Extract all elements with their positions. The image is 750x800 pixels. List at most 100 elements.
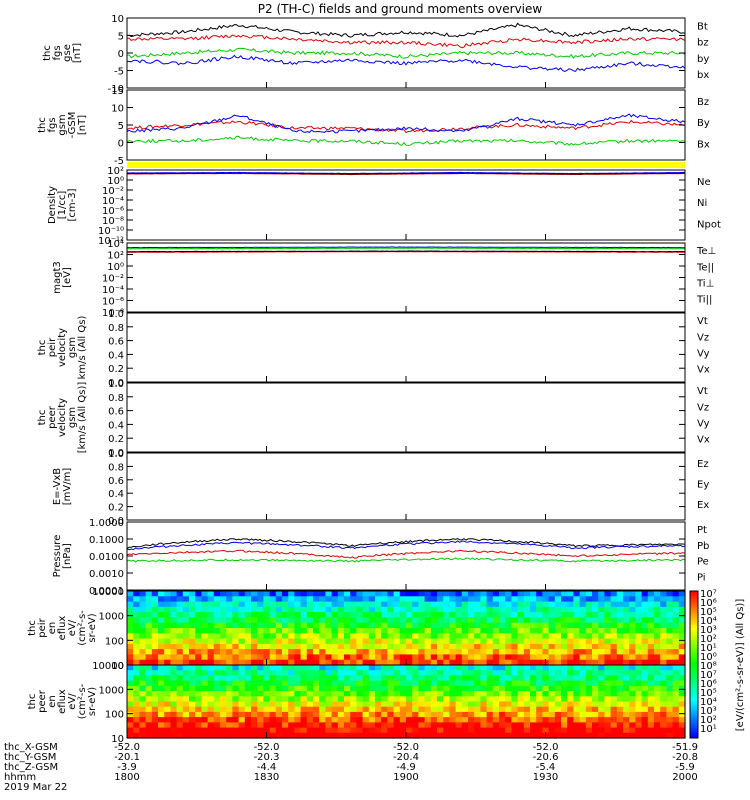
spectrogram-cell (629, 691, 636, 697)
spectrogram-cell (344, 628, 351, 634)
spectrogram-cell (232, 711, 240, 718)
spectrogram-cell (195, 654, 202, 661)
spectrogram-cell (623, 727, 630, 734)
spectrogram-cell (182, 717, 190, 723)
spectrogram-cell (313, 670, 320, 676)
spectrogram-cell (548, 722, 556, 729)
spectrogram-cell (232, 622, 240, 629)
spectrogram-cell (623, 638, 630, 645)
spectrogram-cell (511, 711, 519, 718)
ytick-label: 10⁰ (107, 262, 124, 273)
spectrogram-cell (356, 654, 364, 661)
spectrogram-cell (406, 649, 413, 655)
spectrogram-cell (164, 711, 171, 718)
spectrogram-cell (232, 617, 240, 624)
spectrogram-cell (269, 727, 277, 734)
spectrogram-cell (492, 617, 500, 624)
spectrogram-cell (579, 732, 587, 739)
spectrogram-cell (176, 643, 184, 650)
spectrogram-cell (251, 654, 258, 661)
spectrogram-cell (313, 622, 320, 629)
colorbar-cell (690, 720, 698, 724)
spectrogram-cell (660, 649, 667, 655)
spectrogram-cell (666, 696, 674, 703)
spectrogram-cell (294, 601, 302, 608)
spectrogram-cell (437, 654, 444, 661)
spectrogram-cell (362, 628, 370, 634)
spectrogram-cell (195, 691, 202, 697)
spectrogram-cell (207, 691, 215, 697)
spectrogram-cell (306, 701, 314, 708)
spectrogram-cell (313, 701, 320, 708)
spectrogram-cell (561, 649, 568, 655)
spectrogram-cell (573, 665, 581, 671)
colorbar-cell (690, 635, 698, 639)
spectrogram-cell (139, 732, 147, 739)
spectrogram-cell (220, 670, 227, 676)
spectrogram-cell (220, 701, 227, 708)
spectrogram-cell (579, 659, 587, 666)
spectrogram-cell (213, 717, 221, 723)
spectrogram-cell (368, 706, 376, 713)
spectrogram-cell (288, 601, 295, 608)
spectrogram-cell (151, 691, 159, 697)
spectrogram-cell (474, 591, 481, 597)
spectrogram-cell (641, 691, 649, 697)
spectrogram-cell (579, 606, 587, 613)
spectrogram-cell (499, 612, 506, 618)
spectrogram-cell (325, 622, 333, 629)
spectrogram-cell (573, 701, 581, 708)
spectrogram-cell (350, 628, 357, 634)
spectrogram-cell (393, 654, 401, 661)
spectrogram-cell (523, 665, 531, 671)
spectrogram-cell (325, 691, 333, 697)
spectrogram-cell (480, 732, 488, 739)
spectrogram-cell (300, 680, 308, 687)
spectrogram-cell (505, 606, 512, 613)
spectrogram-cell (536, 601, 543, 608)
spectrogram-cell (654, 680, 661, 687)
spectrogram-cell (325, 591, 333, 597)
spectrogram-cell (406, 606, 413, 613)
spectrogram-cell (660, 675, 667, 682)
spectrogram-cell (399, 606, 407, 613)
spectrogram-cell (306, 691, 314, 697)
spectrogram-cell (616, 732, 624, 739)
spectrogram-cell (300, 591, 308, 597)
spectrogram-cell (393, 617, 401, 624)
spectrogram-cell (182, 691, 190, 697)
legend-Bz: Bz (697, 97, 709, 108)
spectrogram-cell (201, 606, 209, 613)
spectrogram-cell (337, 643, 345, 650)
spectrogram-cell (647, 633, 655, 640)
spectrogram-cell (598, 596, 605, 603)
spectrogram-cell (337, 633, 345, 640)
spectrogram-cell (598, 606, 605, 613)
spectrogram-cell (548, 617, 556, 624)
spectrogram-cell (176, 732, 184, 739)
spectrogram-cell (350, 701, 357, 708)
spectrogram-cell (647, 643, 655, 650)
spectrogram-cell (486, 591, 494, 597)
spectrogram-cell (660, 701, 667, 708)
spectrogram-cell (158, 706, 165, 713)
spectrogram-cell (635, 596, 643, 603)
spectrogram-cell (654, 722, 661, 729)
spectrogram-cell (145, 675, 153, 682)
spectrogram-cell (548, 628, 556, 634)
spectrogram-cell (313, 596, 320, 603)
spectrogram-cell (368, 601, 376, 608)
spectrogram-cell (393, 701, 401, 708)
spectrogram-cell (635, 701, 643, 708)
spectrogram-cell (368, 638, 376, 645)
spectrogram-cell (151, 612, 159, 618)
spectrogram-cell (213, 675, 221, 682)
colorbar-cell (690, 625, 698, 629)
spectrogram-cell (474, 601, 481, 608)
spectrogram-cell (319, 659, 326, 666)
spectrogram-cell (133, 706, 140, 713)
colorbar-cell (690, 654, 698, 658)
spectrogram-cell (474, 706, 481, 713)
colorbar-cell (690, 642, 698, 646)
spectrogram-cell (461, 675, 469, 682)
